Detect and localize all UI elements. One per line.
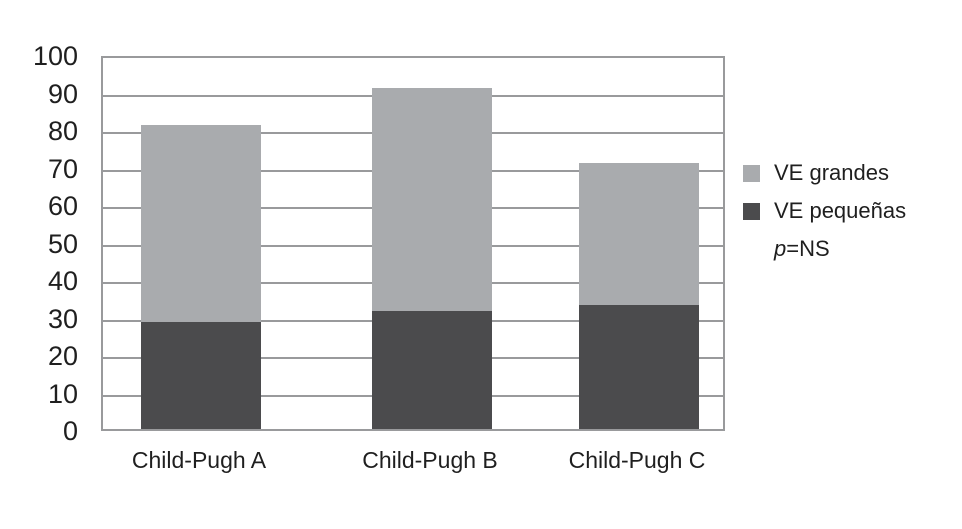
p-note-rest: =NS — [786, 236, 830, 261]
y-tick-label-50: 50 — [47, 228, 78, 259]
plot-area — [101, 56, 725, 431]
legend-label: VE pequeñas — [774, 198, 907, 223]
legend-swatch — [743, 202, 760, 220]
bar-segment-ve-grandes — [141, 125, 261, 323]
bar-child-pugh-a — [141, 125, 261, 429]
bar-segment-ve-peque-as — [141, 322, 261, 429]
x-axis-label-child-pugh-a: Child-Pugh A — [131, 447, 267, 473]
legend-label: VE grandes — [774, 160, 889, 185]
x-axis-label-child-pugh-c: Child-Pugh C — [568, 447, 706, 473]
y-tick-label-30: 30 — [47, 303, 78, 334]
legend-swatch — [743, 164, 760, 182]
y-tick-label-20: 20 — [47, 341, 78, 371]
y-tick-label-60: 60 — [47, 191, 78, 221]
bar-segment-ve-grandes — [372, 87, 492, 311]
legend-item-ve-peque-as: VE pequeñas — [743, 192, 906, 230]
bar-segment-ve-peque-as — [372, 310, 492, 429]
bar-segment-ve-grandes — [579, 162, 699, 306]
bar-segment-ve-peque-as — [579, 305, 699, 429]
bar-child-pugh-b — [372, 87, 492, 429]
bar-child-pugh-c — [579, 162, 699, 429]
y-tick-label-80: 80 — [47, 116, 78, 146]
y-tick-label-90: 90 — [47, 78, 78, 109]
y-tick-label-70: 70 — [47, 153, 78, 184]
legend-note-row: p=NS — [743, 230, 906, 268]
p-symbol: p — [774, 236, 787, 261]
legend: VE grandes VE pequeñas p=NS — [743, 154, 906, 268]
y-tick-label-0: 0 — [62, 416, 78, 446]
p-value-note: p=NS — [774, 236, 830, 262]
y-tick-label-40: 40 — [47, 266, 78, 296]
y-tick-label-10: 10 — [47, 378, 78, 409]
legend-note-spacer — [743, 241, 760, 258]
legend-item-ve-grandes: VE grandes — [743, 154, 906, 192]
x-axis-label-child-pugh-b: Child-Pugh B — [362, 447, 498, 473]
y-tick-label-100: 100 — [32, 41, 78, 71]
